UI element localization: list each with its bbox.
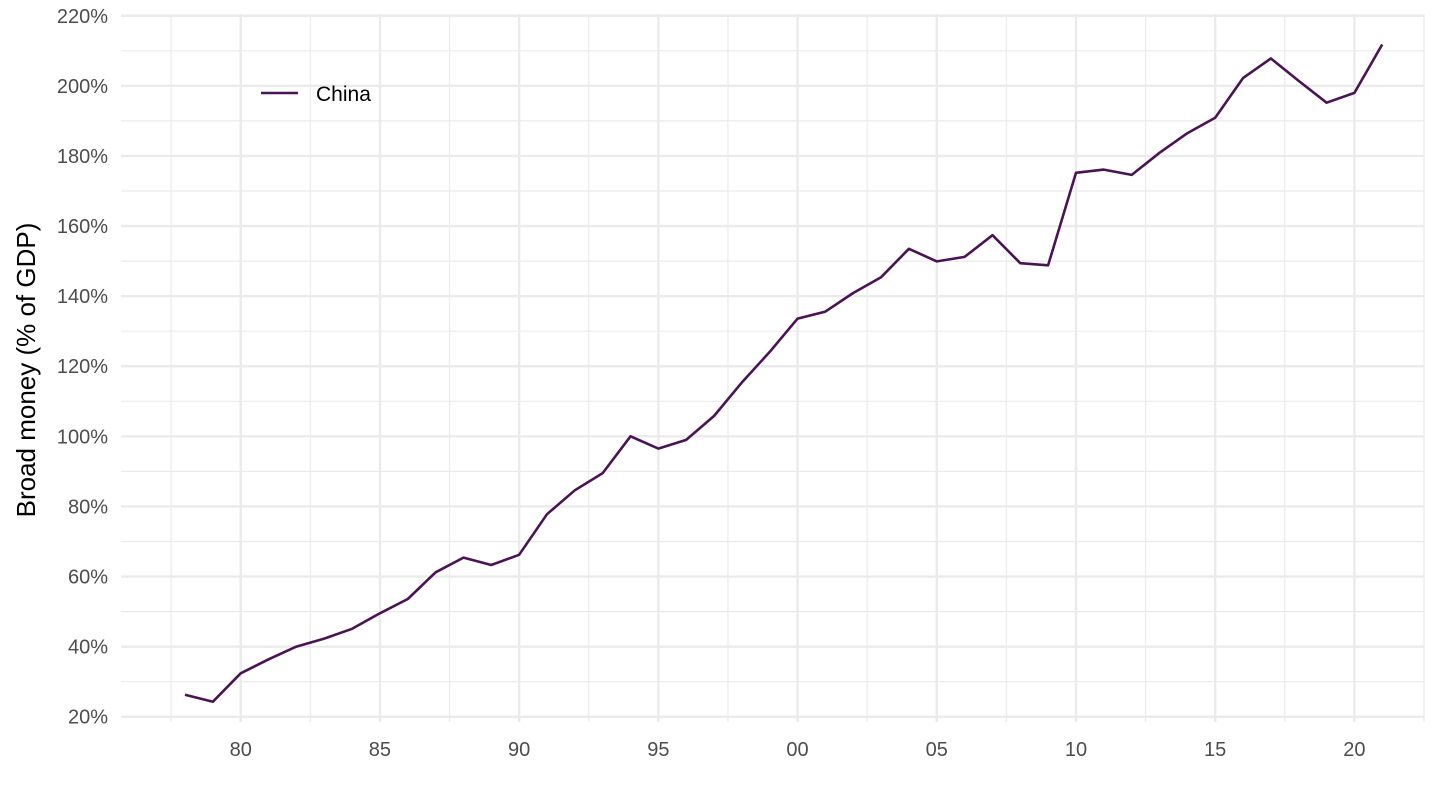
series-line-china — [184, 43, 1384, 704]
x-axis-tick-labels: 80 85 90 95 00 05 10 15 20 — [230, 739, 1366, 761]
x-tick-label: 85 — [369, 739, 391, 761]
x-tick-label: 15 — [1204, 739, 1226, 761]
y-tick-label: 120% — [57, 356, 108, 378]
series-layer — [184, 43, 1384, 704]
y-tick-label: 100% — [57, 426, 108, 448]
y-tick-label: 180% — [57, 146, 108, 168]
y-axis-title: Broad money (% of GDP) — [11, 223, 41, 518]
x-tick-label: 00 — [786, 739, 808, 761]
y-tick-label: 20% — [68, 707, 108, 729]
x-tick-label: 10 — [1065, 739, 1087, 761]
y-tick-label: 200% — [57, 76, 108, 98]
x-tick-label: 20 — [1343, 739, 1365, 761]
x-tick-label: 80 — [230, 739, 252, 761]
x-tick-label: 90 — [508, 739, 530, 761]
minor-gridlines — [121, 14, 1425, 722]
x-tick-label: 95 — [647, 739, 669, 761]
y-tick-label: 160% — [57, 216, 108, 238]
legend-label-china: China — [316, 83, 371, 106]
major-gridlines — [121, 14, 1424, 722]
y-tick-label: 140% — [57, 286, 108, 308]
y-tick-label: 80% — [68, 496, 108, 518]
x-tick-label: 05 — [926, 739, 948, 761]
legend: China — [261, 83, 371, 106]
y-tick-label: 220% — [57, 6, 108, 28]
y-tick-label: 40% — [68, 637, 108, 659]
y-axis-tick-labels: 20% 40% 60% 80% 100% 120% 140% 160% 180% 200% 220% — [57, 6, 108, 729]
y-tick-label: 60% — [68, 567, 108, 589]
